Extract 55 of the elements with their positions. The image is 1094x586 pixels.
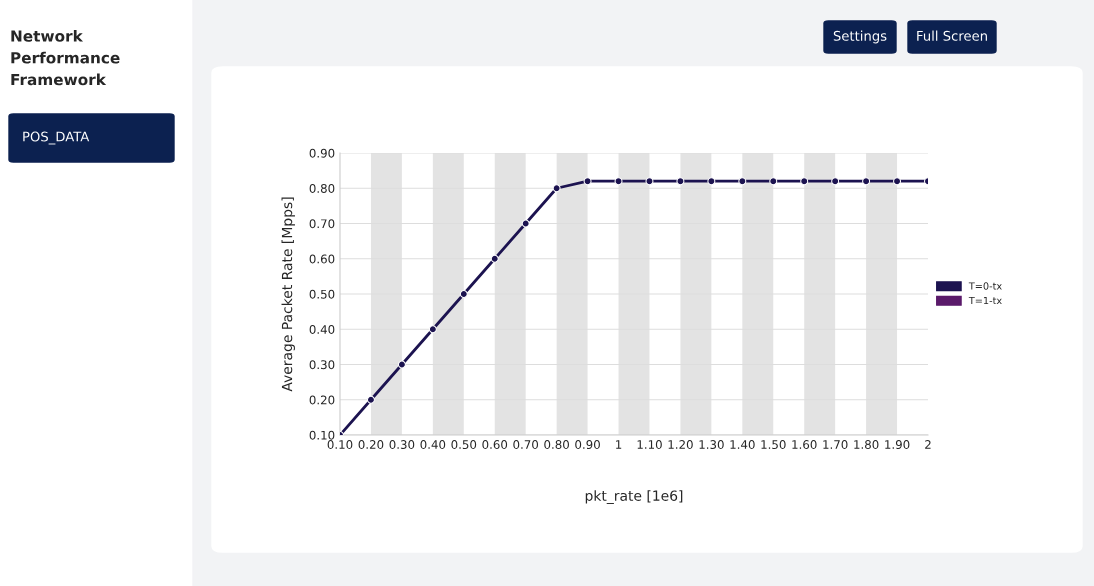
point [831,177,840,186]
y-tick-label: 0.90 [309,148,335,158]
x-tick-label: 1.10 [637,440,662,449]
point [614,177,623,186]
x-tick-label: 1.20 [668,440,693,449]
point [490,254,499,263]
point [800,177,809,186]
point [397,360,406,369]
legend-label: T=1-tx [968,297,1002,305]
y-tick-label: 0.10 [309,430,335,440]
point [366,395,375,404]
x-tick-label: 1.40 [730,440,755,449]
y-tick-label: 0.50 [309,289,335,299]
x-tick-label: 0.50 [451,440,477,449]
x-tick-label: 1.60 [792,440,817,449]
x-tick-label: 1.70 [823,440,848,449]
x-tick-label: 0.20 [358,440,384,449]
text: POS_DATA [23,131,90,145]
text: Full Screen [917,30,987,41]
x-tick-label: 1.50 [761,440,786,449]
x-tick-label: 2 [925,440,931,449]
y-tick-label: 0.20 [309,395,335,405]
point [521,219,530,228]
text: Settings [833,30,887,44]
point [769,177,778,186]
y-tick-label: 0.60 [309,254,335,264]
x-tick-label: 0.90 [575,440,600,449]
text: Network Performance Framework [11,30,120,86]
x-tick-label: 0.60 [482,440,508,449]
point [583,177,592,186]
y-tick-label: 0.80 [309,183,335,193]
y-tick-label: 0.70 [309,219,335,229]
x-tick-label: 1.80 [854,440,879,449]
point [552,184,561,193]
point [645,177,654,186]
x-tick-label: 0.80 [544,440,569,449]
x-axis-title: pkt_rate [1e6] [585,490,683,504]
point [893,177,902,186]
x-tick-label: 1.90 [885,440,910,449]
point [428,325,437,334]
x-tick-label: 0.70 [513,440,539,449]
x-tick-label: 0.30 [389,440,415,449]
point [676,177,685,186]
x-tick-label: 0.40 [420,440,446,449]
y-tick-label: 0.40 [309,324,335,334]
y-tick-label: 0.30 [309,360,335,370]
x-tick-label: 1.30 [699,440,724,449]
y-axis-title: Average Packet Rate [Mpps] [281,197,295,392]
x-tick-label: 0.10 [327,440,353,449]
point [738,177,747,186]
point [707,177,716,186]
x-tick-label: 1 [616,440,622,449]
point [459,290,468,298]
point [862,177,871,186]
legend-label: T=0-tx [968,282,1002,290]
